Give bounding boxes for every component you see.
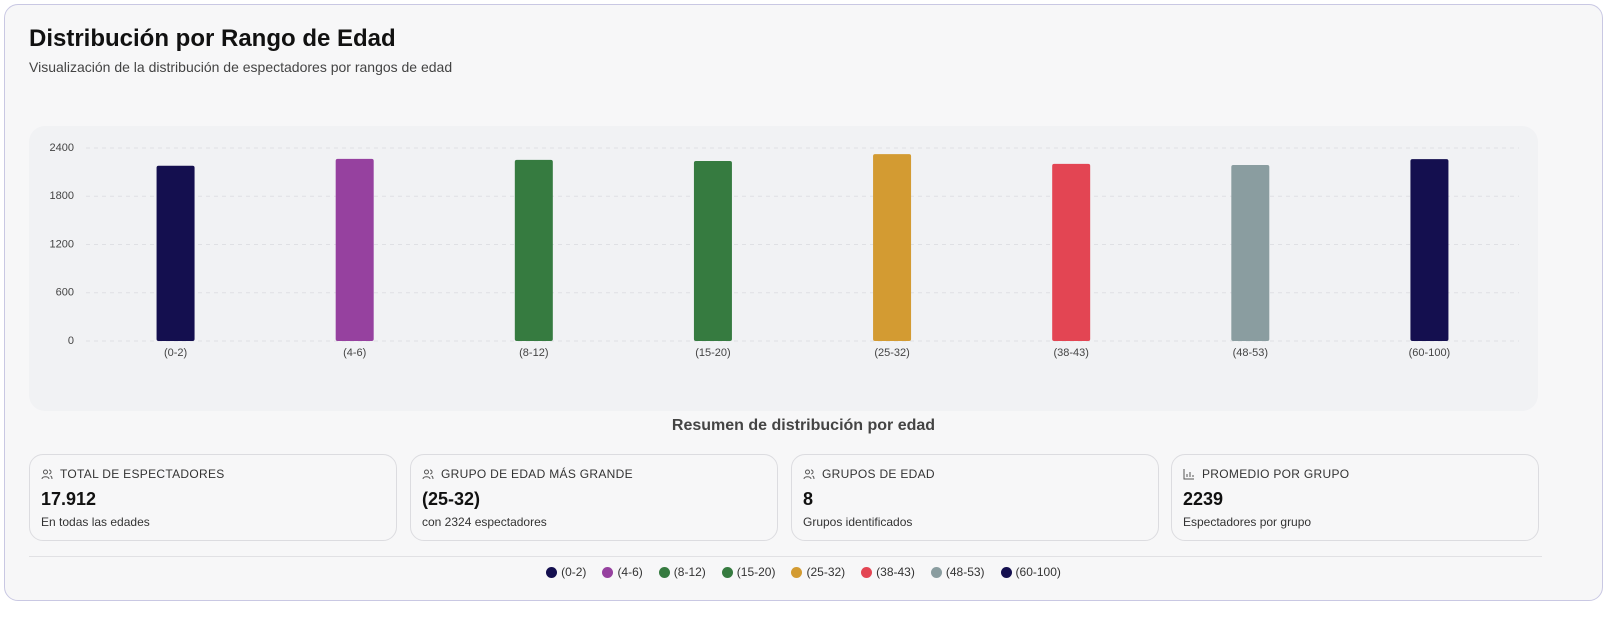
card-value: 17.912 bbox=[41, 489, 97, 509]
icon-shape bbox=[422, 469, 434, 480]
card-label: GRUPO DE EDAD MÁS GRANDE bbox=[441, 467, 633, 481]
legend-swatch bbox=[602, 566, 614, 578]
legend-label: (25-32) bbox=[806, 565, 846, 579]
icon-shape bbox=[1183, 469, 1194, 480]
legend-label: (8-12) bbox=[673, 565, 706, 579]
card-note: con 2324 espectadores bbox=[422, 515, 547, 529]
y-tick-label: 600 bbox=[56, 287, 74, 299]
legend-label: (38-43) bbox=[876, 565, 915, 579]
legend-item: (48-53) bbox=[930, 565, 985, 579]
card-label: PROMEDIO POR GRUPO bbox=[1202, 467, 1350, 481]
y-tick-label: 1200 bbox=[50, 238, 74, 250]
x-tick-label: (0-2) bbox=[164, 347, 187, 359]
legend-swatch bbox=[791, 566, 803, 578]
card-icon bbox=[422, 469, 434, 480]
legend-label: (48-53) bbox=[945, 565, 985, 579]
card-value: (25-32) bbox=[422, 489, 481, 509]
legend-label: (0-2) bbox=[561, 565, 587, 579]
card-note: En todas las edades bbox=[41, 515, 150, 529]
chart-panel: 0 600 1200 1800 2400 (0-2) (4-6) (8-12) (15-20) (… bbox=[29, 126, 1538, 411]
card-icon bbox=[41, 469, 53, 480]
legend-label: (60-100) bbox=[1015, 565, 1061, 579]
card-note: Espectadores por grupo bbox=[1183, 515, 1312, 529]
x-tick-label: (60-100) bbox=[1409, 347, 1451, 359]
bar bbox=[1052, 163, 1091, 341]
chart-subtitle: Visualización de la distribución de espe… bbox=[29, 59, 453, 75]
bar bbox=[156, 165, 195, 341]
legend-label: (4-6) bbox=[617, 565, 643, 579]
legend-item: (15-20) bbox=[721, 565, 776, 579]
x-tick-label: (15-20) bbox=[695, 347, 730, 359]
icon-shape bbox=[424, 469, 429, 475]
legend-swatch bbox=[721, 566, 733, 578]
legend-swatch bbox=[1000, 566, 1012, 578]
summary-card: GRUPOS DE EDAD 8 Grupos identificados bbox=[791, 454, 1159, 541]
chart-card: Distribución por Rango de Edad Visualiza… bbox=[4, 4, 1603, 601]
x-tick-label: (4-6) bbox=[343, 347, 366, 359]
summary-card: GRUPO DE EDAD MÁS GRANDE (25-32) con 2324 … bbox=[410, 454, 778, 541]
legend-item: (4-6) bbox=[602, 565, 643, 579]
bar bbox=[693, 161, 732, 341]
legend-label: (15-20) bbox=[736, 565, 776, 579]
icon-shape bbox=[805, 469, 810, 475]
chart-title: Distribución por Rango de Edad bbox=[29, 25, 396, 52]
bar bbox=[514, 159, 553, 341]
summary-card: PROMEDIO POR GRUPO 2239 Espectadores por g… bbox=[1171, 454, 1539, 541]
legend-swatch bbox=[861, 566, 873, 578]
legend-item: (8-12) bbox=[658, 565, 706, 579]
icon-shape bbox=[803, 469, 815, 480]
card-value: 8 bbox=[803, 489, 814, 509]
y-tick-label: 2400 bbox=[50, 142, 74, 154]
y-tick-label: 0 bbox=[68, 335, 74, 347]
bar bbox=[1231, 164, 1270, 341]
chart: 0 600 1200 1800 2400 (0-2) (4-6) (8-12) (15-20) (… bbox=[50, 142, 1519, 359]
card-value: 2239 bbox=[1183, 489, 1224, 509]
legend-swatch bbox=[930, 566, 942, 578]
bar bbox=[335, 158, 374, 341]
bar bbox=[1410, 159, 1449, 341]
legend-item: (60-100) bbox=[1000, 565, 1061, 579]
card-icon bbox=[1183, 469, 1194, 480]
legend-item: (25-32) bbox=[791, 565, 845, 579]
legend: (0-2) (4-6) (8-12) (15-20) (25-32) (38-43) (48… bbox=[5, 565, 1602, 579]
icon-shape bbox=[41, 469, 53, 480]
x-tick-label: (25-32) bbox=[874, 347, 909, 359]
x-tick-label: (48-53) bbox=[1233, 347, 1268, 359]
card-icon bbox=[803, 469, 815, 480]
x-tick-label: (38-43) bbox=[1053, 347, 1088, 359]
bar bbox=[873, 154, 912, 341]
legend-swatch bbox=[546, 566, 558, 578]
y-tick-label: 1800 bbox=[50, 190, 74, 202]
legend-swatch bbox=[658, 566, 670, 578]
x-tick-label: (8-12) bbox=[519, 347, 548, 359]
summary-card: TOTAL DE ESPECTADORES 17.912 En todas las … bbox=[29, 454, 397, 541]
icon-shape bbox=[43, 469, 48, 475]
legend-item: (38-43) bbox=[861, 565, 915, 579]
card-label: TOTAL DE ESPECTADORES bbox=[60, 467, 225, 481]
card-label: GRUPOS DE EDAD bbox=[822, 467, 935, 481]
card-note: Grupos identificados bbox=[803, 515, 913, 529]
divider bbox=[29, 556, 1542, 557]
summary-title: Resumen de distribución por edad bbox=[671, 417, 936, 434]
legend-item: (0-2) bbox=[546, 565, 586, 579]
